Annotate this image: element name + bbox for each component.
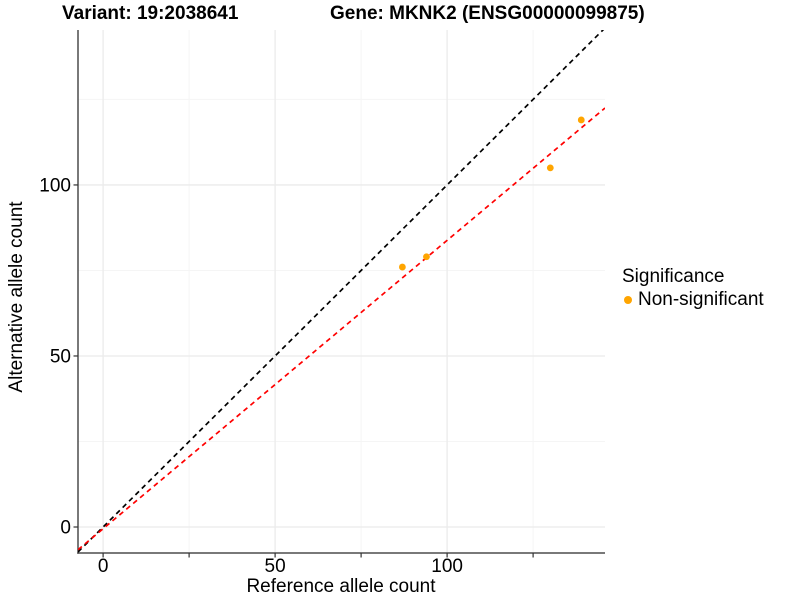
plot-title-gene: Gene: MKNK2 (ENSG00000099875)	[330, 3, 645, 24]
legend-point-icon	[624, 296, 632, 304]
gridlines	[78, 30, 605, 553]
y-tick-label: 0	[60, 518, 71, 539]
legend-title: Significance	[622, 266, 725, 287]
y-tick-label: 100	[39, 175, 71, 196]
data-point	[577, 116, 585, 124]
data-point	[398, 263, 406, 271]
x-tick-label: 50	[265, 556, 286, 577]
plot-title-variant: Variant: 19:2038641	[62, 3, 239, 24]
x-tick-label: 100	[431, 556, 463, 577]
legend: Significance Non-significant	[622, 266, 764, 311]
reference-lines	[78, 30, 605, 553]
data-point	[546, 164, 554, 172]
x-axis-title: Reference allele count	[246, 576, 436, 597]
fit-line	[78, 107, 605, 551]
data-points	[398, 116, 585, 271]
x-tick-label: 0	[98, 556, 109, 577]
identity-line	[78, 30, 605, 553]
y-axis-title: Alternative allele count	[6, 201, 27, 393]
legend-item-non-significant: Non-significant	[622, 289, 764, 311]
tick-labels: 0 50 100 0 50 100	[39, 175, 463, 577]
axes	[73, 30, 605, 558]
legend-item-label: Non-significant	[638, 289, 764, 310]
y-tick-label: 50	[50, 346, 71, 367]
data-point	[423, 253, 430, 261]
